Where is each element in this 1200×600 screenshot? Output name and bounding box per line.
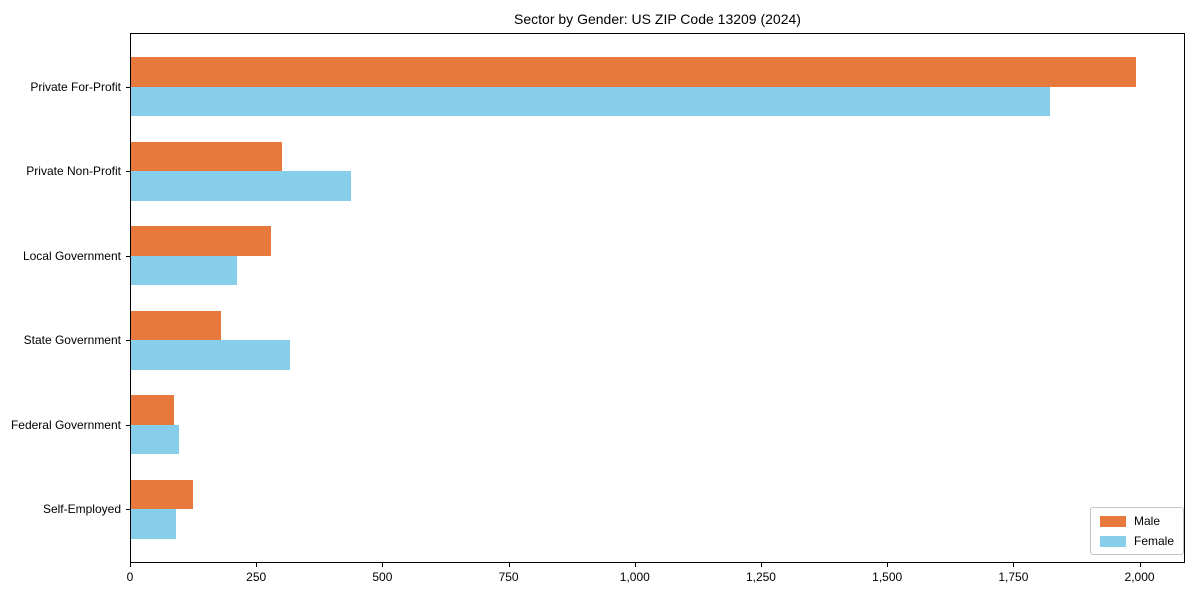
legend-item-male: Male (1100, 514, 1174, 528)
y-axis-label: Private For-Profit (30, 79, 121, 94)
bar-female-6 (131, 509, 176, 539)
bar-male-5 (131, 395, 175, 425)
bar-male-4 (131, 310, 221, 341)
y-axis-label: Self-Employed (42, 502, 121, 517)
male-color-swatch (1100, 515, 1126, 527)
plot-area (130, 33, 1185, 563)
x-tick (256, 563, 258, 567)
y-tick (126, 255, 130, 257)
legend-label: Female (1134, 534, 1175, 548)
x-axis-tick-label: 1,750 (998, 570, 1029, 584)
bar-female-2 (131, 171, 351, 201)
y-axis-label: State Government (23, 333, 121, 348)
y-axis-label: Private Non-Profit (26, 164, 121, 179)
legend: Male Female (1090, 507, 1185, 555)
y-tick (126, 86, 130, 88)
chart-title: Sector by Gender: US ZIP Code 13209 (202… (514, 11, 801, 27)
y-tick (126, 171, 130, 173)
bar-male-2 (131, 141, 283, 172)
y-tick (126, 424, 130, 426)
bar-male-6 (131, 479, 193, 510)
x-tick (130, 563, 131, 567)
y-axis-label: Federal Government (10, 417, 121, 432)
x-tick (1139, 563, 1141, 567)
legend-label: Male (1134, 514, 1161, 528)
x-axis-tick-label: 1,250 (745, 570, 776, 584)
x-axis-tick-label: 0 (126, 570, 134, 584)
bar-female-4 (131, 340, 290, 370)
bar-female-1 (131, 86, 1050, 117)
x-axis-tick-label: 750 (498, 570, 519, 584)
bar-female-3 (131, 255, 237, 286)
y-axis-label: Local Government (22, 248, 121, 263)
bar-male-3 (131, 226, 271, 256)
female-color-swatch (1100, 535, 1126, 547)
x-axis-tick-label: 1,000 (619, 570, 650, 584)
x-tick (382, 563, 384, 567)
y-tick (126, 509, 130, 511)
bar-female-5 (131, 424, 179, 455)
x-tick (760, 563, 762, 567)
x-axis-tick-label: 2,000 (1124, 570, 1155, 584)
y-tick (126, 340, 130, 342)
x-axis-tick-label: 1,500 (872, 570, 903, 584)
bar-male-1 (131, 57, 1136, 87)
x-axis-tick-label: 500 (372, 570, 393, 584)
legend-item-female: Female (1100, 534, 1174, 548)
x-tick (1013, 563, 1015, 567)
x-tick (634, 563, 636, 567)
x-axis-tick-label: 250 (246, 570, 267, 584)
x-tick (887, 563, 889, 567)
x-tick (508, 563, 510, 567)
